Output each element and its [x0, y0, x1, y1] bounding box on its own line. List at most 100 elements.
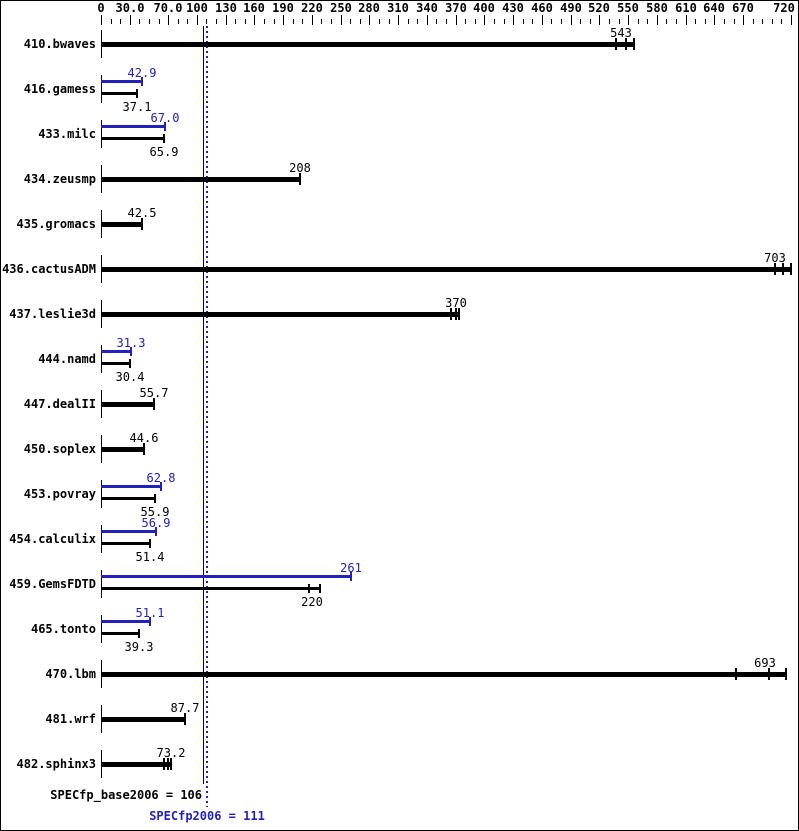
axis-tick-label: 130: [215, 1, 237, 15]
run-tick: [774, 263, 776, 275]
axis-tick: [149, 19, 150, 24]
axis-tick: [743, 15, 744, 25]
benchmark-label: 454.calculix: [9, 532, 96, 546]
axis-tick: [772, 19, 773, 24]
axis-tick: [398, 15, 399, 25]
run-tick: [164, 121, 166, 131]
axis-tick: [494, 19, 495, 24]
axis-tick: [734, 19, 735, 24]
specfp-peak-mean-label: SPECfp2006 = 111: [149, 809, 265, 823]
axis-tick: [389, 19, 390, 24]
axis-tick: [274, 19, 275, 24]
benchmark-label: 459.GemsFDTD: [9, 577, 96, 591]
run-tick: [141, 218, 143, 230]
base-bar: [101, 586, 321, 590]
axis-tick-label: 280: [358, 1, 380, 15]
base-value-label: 73.2: [156, 746, 186, 760]
axis-tick-label: 640: [703, 1, 725, 15]
axis-tick-label: 220: [301, 1, 323, 15]
axis-tick: [120, 19, 121, 24]
base-bar: [101, 91, 137, 95]
peak-bar: [101, 529, 156, 533]
run-tick: [768, 668, 770, 680]
run-tick: [153, 398, 155, 410]
benchmark-label: 436.cactusADM: [2, 262, 96, 276]
axis-tick: [427, 15, 428, 25]
run-tick: [790, 263, 792, 275]
base-value-label: 39.3: [124, 640, 154, 654]
run-tick: [160, 481, 162, 491]
peak-value-label: 62.8: [146, 471, 176, 485]
axis-tick: [408, 19, 409, 24]
base-value-label: 543: [610, 26, 632, 40]
axis-tick: [532, 19, 533, 24]
axis-tick: [331, 19, 332, 24]
base-bar: [101, 41, 634, 47]
peak-bar: [101, 349, 131, 353]
peak-value-label: 67.0: [150, 111, 180, 125]
axis-tick: [647, 19, 648, 24]
reference-line-peak_mean: [206, 26, 208, 807]
axis-tick: [599, 15, 600, 25]
benchmark-label: 435.gromacs: [16, 217, 96, 231]
run-tick: [170, 758, 172, 770]
row-baseline: [101, 525, 102, 553]
axis-tick: [666, 19, 667, 24]
base-value-label: 55.7: [139, 386, 169, 400]
run-tick: [163, 758, 165, 770]
peak-value-label: 31.3: [116, 336, 146, 350]
run-tick: [735, 668, 737, 680]
axis-tick: [781, 19, 782, 24]
axis-tick-label: 490: [560, 1, 582, 15]
run-tick: [143, 443, 145, 455]
row-baseline: [101, 570, 102, 598]
base-bar: [101, 176, 301, 182]
run-tick: [633, 38, 635, 50]
run-tick: [350, 571, 352, 581]
base-value-label: 370: [445, 296, 467, 310]
axis-tick-label: 310: [387, 1, 409, 15]
run-tick: [319, 583, 321, 593]
run-tick: [625, 38, 627, 50]
axis-tick: [551, 19, 552, 24]
axis-tick: [283, 15, 284, 25]
peak-value-label: 261: [340, 561, 362, 575]
base-value-label: 55.9: [140, 505, 170, 519]
axis-tick: [542, 15, 543, 25]
row-baseline: [101, 345, 102, 373]
base-bar: [101, 266, 791, 272]
axis-tick: [293, 19, 294, 24]
run-tick: [163, 133, 165, 143]
axis-tick: [705, 19, 706, 24]
benchmark-label: 465.tonto: [30, 622, 96, 636]
base-value-label: 44.6: [129, 431, 159, 445]
axis-tick: [379, 19, 380, 24]
row-baseline: [101, 75, 102, 103]
run-tick: [455, 308, 457, 320]
axis-tick: [226, 15, 227, 25]
benchmark-label: 444.namd: [38, 352, 96, 366]
axis-tick: [130, 15, 131, 25]
run-tick: [155, 526, 157, 536]
axis-tick-label: 430: [502, 1, 524, 15]
axis-tick: [206, 19, 207, 24]
axis-tick: [484, 15, 485, 25]
axis-tick-label: 100: [186, 1, 208, 15]
benchmark-label: 453.povray: [23, 487, 96, 501]
axis-tick: [245, 19, 246, 24]
axis-tick-label: 160: [243, 1, 265, 15]
row-baseline: [101, 120, 102, 148]
run-tick: [785, 668, 787, 680]
axis-tick-label: 520: [588, 1, 610, 15]
benchmark-label: 447.dealII: [23, 397, 96, 411]
peak-bar: [101, 124, 166, 128]
base-bar: [101, 631, 139, 635]
base-value-label: 51.4: [135, 550, 165, 564]
axis-tick: [475, 19, 476, 24]
axis-tick: [791, 15, 792, 25]
row-baseline: [101, 615, 102, 643]
axis-tick: [264, 19, 265, 24]
base-value-label: 703: [764, 251, 786, 265]
axis-tick-label: 460: [531, 1, 553, 15]
